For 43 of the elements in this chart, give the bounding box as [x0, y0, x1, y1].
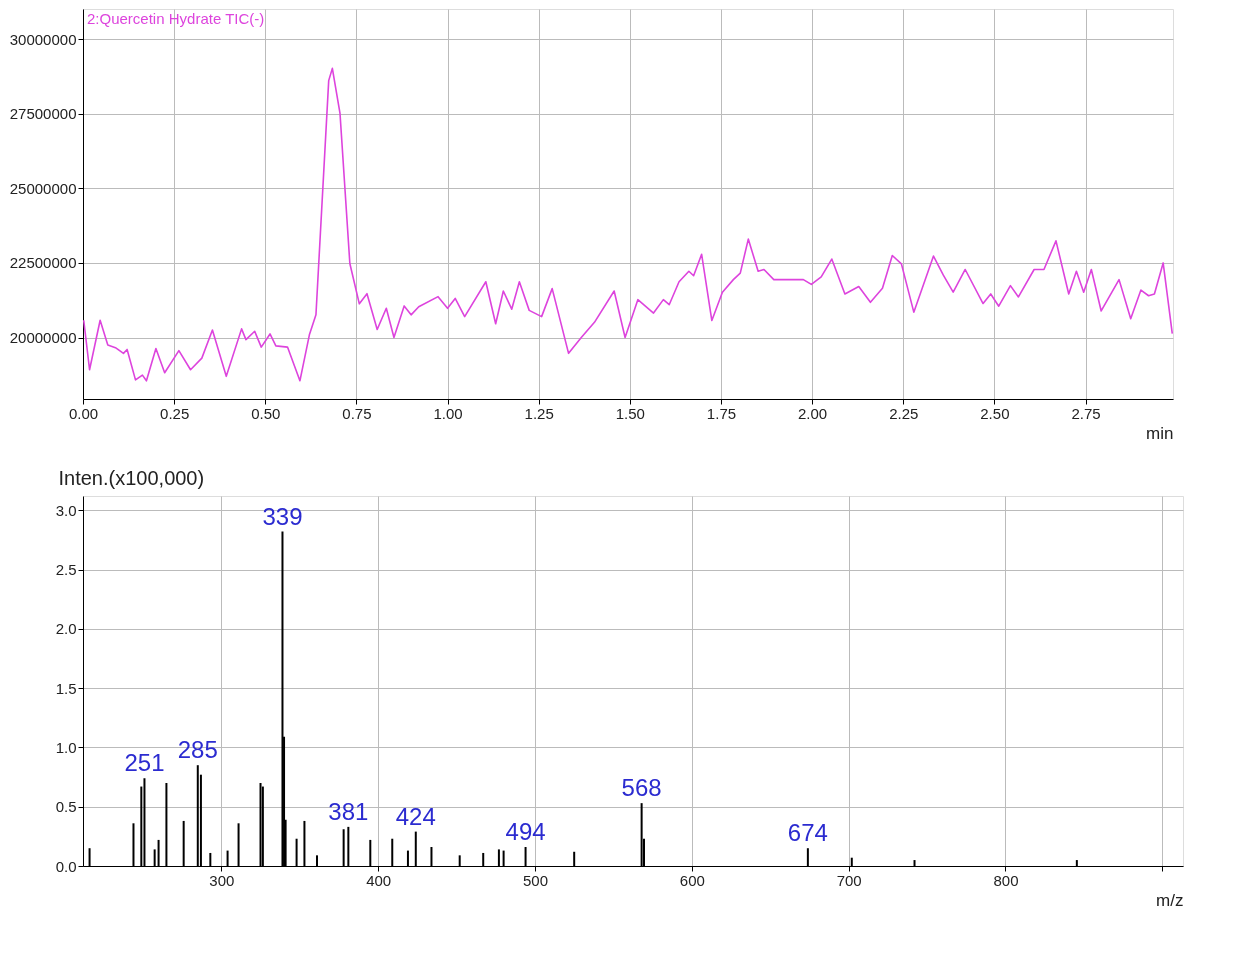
x-tick-label: 1.25 [524, 404, 554, 422]
annotation: 339 [262, 502, 303, 530]
annotation: 674 [787, 819, 828, 847]
x-tick-label: 0.25 [160, 404, 190, 422]
x-tick-label: 700 [836, 871, 862, 889]
y-tick-label: 2.5 [55, 561, 77, 579]
y-tick-label: 1.5 [55, 679, 77, 697]
annotation: 568 [621, 774, 662, 802]
annotation: 285 [177, 736, 218, 764]
annotation: 381 [328, 797, 369, 825]
x-tick-label: 800 [993, 871, 1019, 889]
x-tick-label: 500 [522, 871, 548, 889]
x-tick-label: 1.50 [615, 404, 645, 422]
y-tick-label: 22500000 [9, 254, 77, 272]
y-tick-label: 2.0 [55, 620, 77, 638]
y-tick-label: 1.0 [55, 738, 77, 756]
y-tick-label: 25000000 [9, 179, 77, 197]
annotation: 251 [124, 749, 165, 777]
x-tick-label: 1.00 [433, 404, 463, 422]
x-tick-label: 0.00 [68, 404, 99, 422]
y-tick-label: 30000000 [9, 30, 77, 48]
y-tick-label: 20000000 [9, 329, 77, 347]
x-tick-label: 2.25 [889, 404, 919, 422]
y-tick-label: 27500000 [9, 105, 77, 123]
x-tick-label: 600 [679, 871, 705, 889]
x-tick-label: 2.50 [980, 404, 1010, 422]
line-series [83, 67, 1173, 382]
x-tick-label: 0.50 [251, 404, 281, 422]
x-tick-label: 300 [209, 871, 235, 889]
annotation: 424 [395, 802, 436, 830]
y-tick-label: 0.0 [55, 857, 77, 875]
annotation: 494 [505, 818, 546, 846]
x-axis-title: m/z [1156, 890, 1184, 910]
x-tick-label: 1.75 [706, 404, 737, 422]
x-tick-label: 0.75 [342, 404, 372, 422]
x-tick-label: 2.00 [798, 404, 828, 422]
text: 2:Quercetin Hydrate TIC(-) [87, 10, 265, 27]
y-tick-label: 3.0 [55, 501, 77, 519]
x-tick-label: 2.75 [1071, 404, 1101, 422]
x-axis-title: min [1146, 423, 1174, 443]
y-axis-title: Inten.(x100,000) [58, 466, 205, 489]
y-tick-label: 0.5 [55, 798, 77, 816]
x-tick-label: 400 [366, 871, 392, 889]
